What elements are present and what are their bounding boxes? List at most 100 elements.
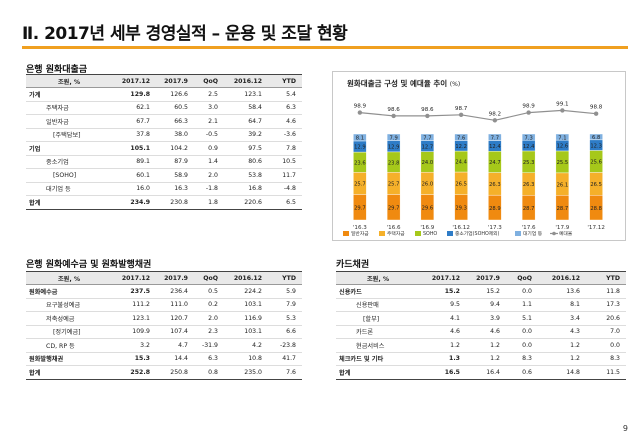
table-cell: 53.8 xyxy=(224,168,268,183)
row-label: 원화예수금 xyxy=(26,284,112,299)
cards-header-row: 조원, % 2017.12 2017.9 QoQ 2016.12 YTD xyxy=(336,271,626,285)
deposits-table: 조원, % 2017.12 2017.9 QoQ 2016.12 YTD 원화예수금 237… xyxy=(26,271,302,380)
table-cell: 3.2 xyxy=(112,338,156,353)
table-cell: 0.6 xyxy=(506,365,538,380)
bar-value-label: 26.1 xyxy=(557,182,569,188)
table-cell: 64.7 xyxy=(224,114,268,129)
table-cell: 67.7 xyxy=(112,114,156,129)
table-cell: 4.6 xyxy=(466,325,506,339)
bar-value-label: 28.8 xyxy=(590,206,602,212)
row-label: CD, RP 등 xyxy=(26,338,112,353)
deposits-section-title: 은행 원화예수금 및 원화발행채권 xyxy=(26,260,152,270)
row-label: 저축성예금 xyxy=(26,311,112,326)
table-cell: 0.0 xyxy=(586,338,626,353)
table-cell: 1.1 xyxy=(506,298,538,312)
bar-value-label: 28.9 xyxy=(489,206,501,212)
chart-unit: (%) xyxy=(449,81,461,88)
bar-value-label: 12.9 xyxy=(388,145,400,151)
table-cell: 1.3 xyxy=(420,352,466,366)
table-cell: -3.6 xyxy=(268,128,302,142)
bar-value-label: 8.1 xyxy=(356,136,364,142)
bar-value-label: 25.5 xyxy=(557,160,569,166)
table-cell: 2.3 xyxy=(194,325,224,339)
ratio-point xyxy=(391,113,396,119)
row-label: 합계 xyxy=(26,365,112,380)
row-label: 원화발행채권 xyxy=(26,352,112,366)
table-cell: 0.0 xyxy=(506,338,538,353)
page-number: 9 xyxy=(622,424,628,433)
table-cell: 224.2 xyxy=(224,284,268,299)
legend-label: 예대율 xyxy=(559,230,573,237)
bar-value-label: 25.7 xyxy=(388,182,400,188)
legend-swatch xyxy=(552,231,556,236)
table-cell: 16.5 xyxy=(420,365,466,380)
legend-swatch xyxy=(515,231,521,236)
table-cell: 104.2 xyxy=(156,141,194,156)
table-cell: 4.2 xyxy=(224,338,268,353)
row-label: 기업 xyxy=(26,141,112,156)
ratio-value-label: 98.8 xyxy=(590,105,603,111)
table-row: [SOHO] 60.1 58.9 2.0 53.8 11.7 xyxy=(26,168,302,183)
table-cell: 2.0 xyxy=(194,168,224,183)
bar-value-label: 12.2 xyxy=(455,144,467,150)
deposits-header-cell: YTD xyxy=(268,271,302,285)
bar-value-label: 25.7 xyxy=(354,182,366,188)
bar-value-label: 12.6 xyxy=(557,144,569,150)
row-label: [주택담보] xyxy=(26,128,112,142)
table-cell: 15.2 xyxy=(466,284,506,299)
bar-value-label: 26.0 xyxy=(422,182,434,188)
chart-title-text: 원화대출금 구성 및 예대율 추이 xyxy=(347,79,448,88)
bar-value-label: 7.6 xyxy=(457,135,465,141)
bar-value-label: 12.4 xyxy=(523,144,535,150)
loans-section-title: 은행 원화대출금 xyxy=(26,65,88,75)
cards-header-cell: 조원, % xyxy=(336,271,420,285)
table-cell: 111.2 xyxy=(112,298,156,312)
cards-header-cell: YTD xyxy=(586,271,626,285)
table-cell: 0.0 xyxy=(506,325,538,339)
bar-value-label: 24.0 xyxy=(422,160,434,166)
deposits-header-cell: 조원, % xyxy=(26,271,112,285)
table-cell: 3.9 xyxy=(466,311,506,326)
ratio-point xyxy=(526,110,531,115)
table-cell: 87.9 xyxy=(156,155,194,169)
table-row: [정기예금] 109.9 107.4 2.3 103.1 6.6 xyxy=(26,325,302,339)
bar-value-label: 26.3 xyxy=(489,182,501,188)
table-cell: 103.1 xyxy=(224,298,268,312)
loans-header-cell: 2016.12 xyxy=(224,74,268,88)
table-row: 현금서비스 1.2 1.2 0.0 1.2 0.0 xyxy=(336,338,626,353)
table-cell: 16.4 xyxy=(466,365,506,380)
table-row: 신용카드 15.2 15.2 0.0 13.6 11.8 xyxy=(336,284,626,299)
table-cell: 38.0 xyxy=(156,128,194,142)
table-cell: 7.8 xyxy=(268,141,302,156)
loans-header-cell: YTD xyxy=(268,74,302,88)
x-tick-label: '16.12 xyxy=(452,225,470,231)
legend-swatch xyxy=(447,231,453,236)
table-cell: 126.6 xyxy=(156,87,194,102)
deposits-header-cell: 2017.9 xyxy=(156,271,194,285)
deposits-header-row: 조원, % 2017.12 2017.9 QoQ 2016.12 YTD xyxy=(26,271,302,285)
loans-header-cell: 조원, % xyxy=(26,74,112,88)
table-cell: 123.1 xyxy=(224,87,268,102)
table-cell: 4.3 xyxy=(538,325,586,339)
bar-value-label: 12.3 xyxy=(590,143,602,149)
ratio-value-label: 98.6 xyxy=(421,107,434,113)
table-cell: 15.3 xyxy=(112,352,156,366)
table-cell: 2.1 xyxy=(194,114,224,129)
row-label: 체크카드 및 기타 xyxy=(336,352,420,366)
bar-value-label: 28.7 xyxy=(523,206,535,212)
row-label: [정기예금] xyxy=(26,325,112,339)
table-cell: 120.7 xyxy=(156,311,194,326)
row-label: 신용판매 xyxy=(336,298,420,312)
table-cell: 16.0 xyxy=(112,182,156,196)
bar-value-label: 7.9 xyxy=(390,136,398,142)
ratio-value-label: 98.7 xyxy=(455,106,468,112)
table-cell: 0.0 xyxy=(506,284,538,299)
table-cell: 4.6 xyxy=(268,114,302,129)
table-cell: 7.9 xyxy=(268,298,302,312)
table-cell: 1.2 xyxy=(466,338,506,353)
table-cell: 5.9 xyxy=(268,284,302,299)
table-cell: 0.2 xyxy=(194,298,224,312)
table-cell: 6.3 xyxy=(268,101,302,115)
table-cell: 3.4 xyxy=(538,311,586,326)
bar-segment xyxy=(589,133,603,141)
